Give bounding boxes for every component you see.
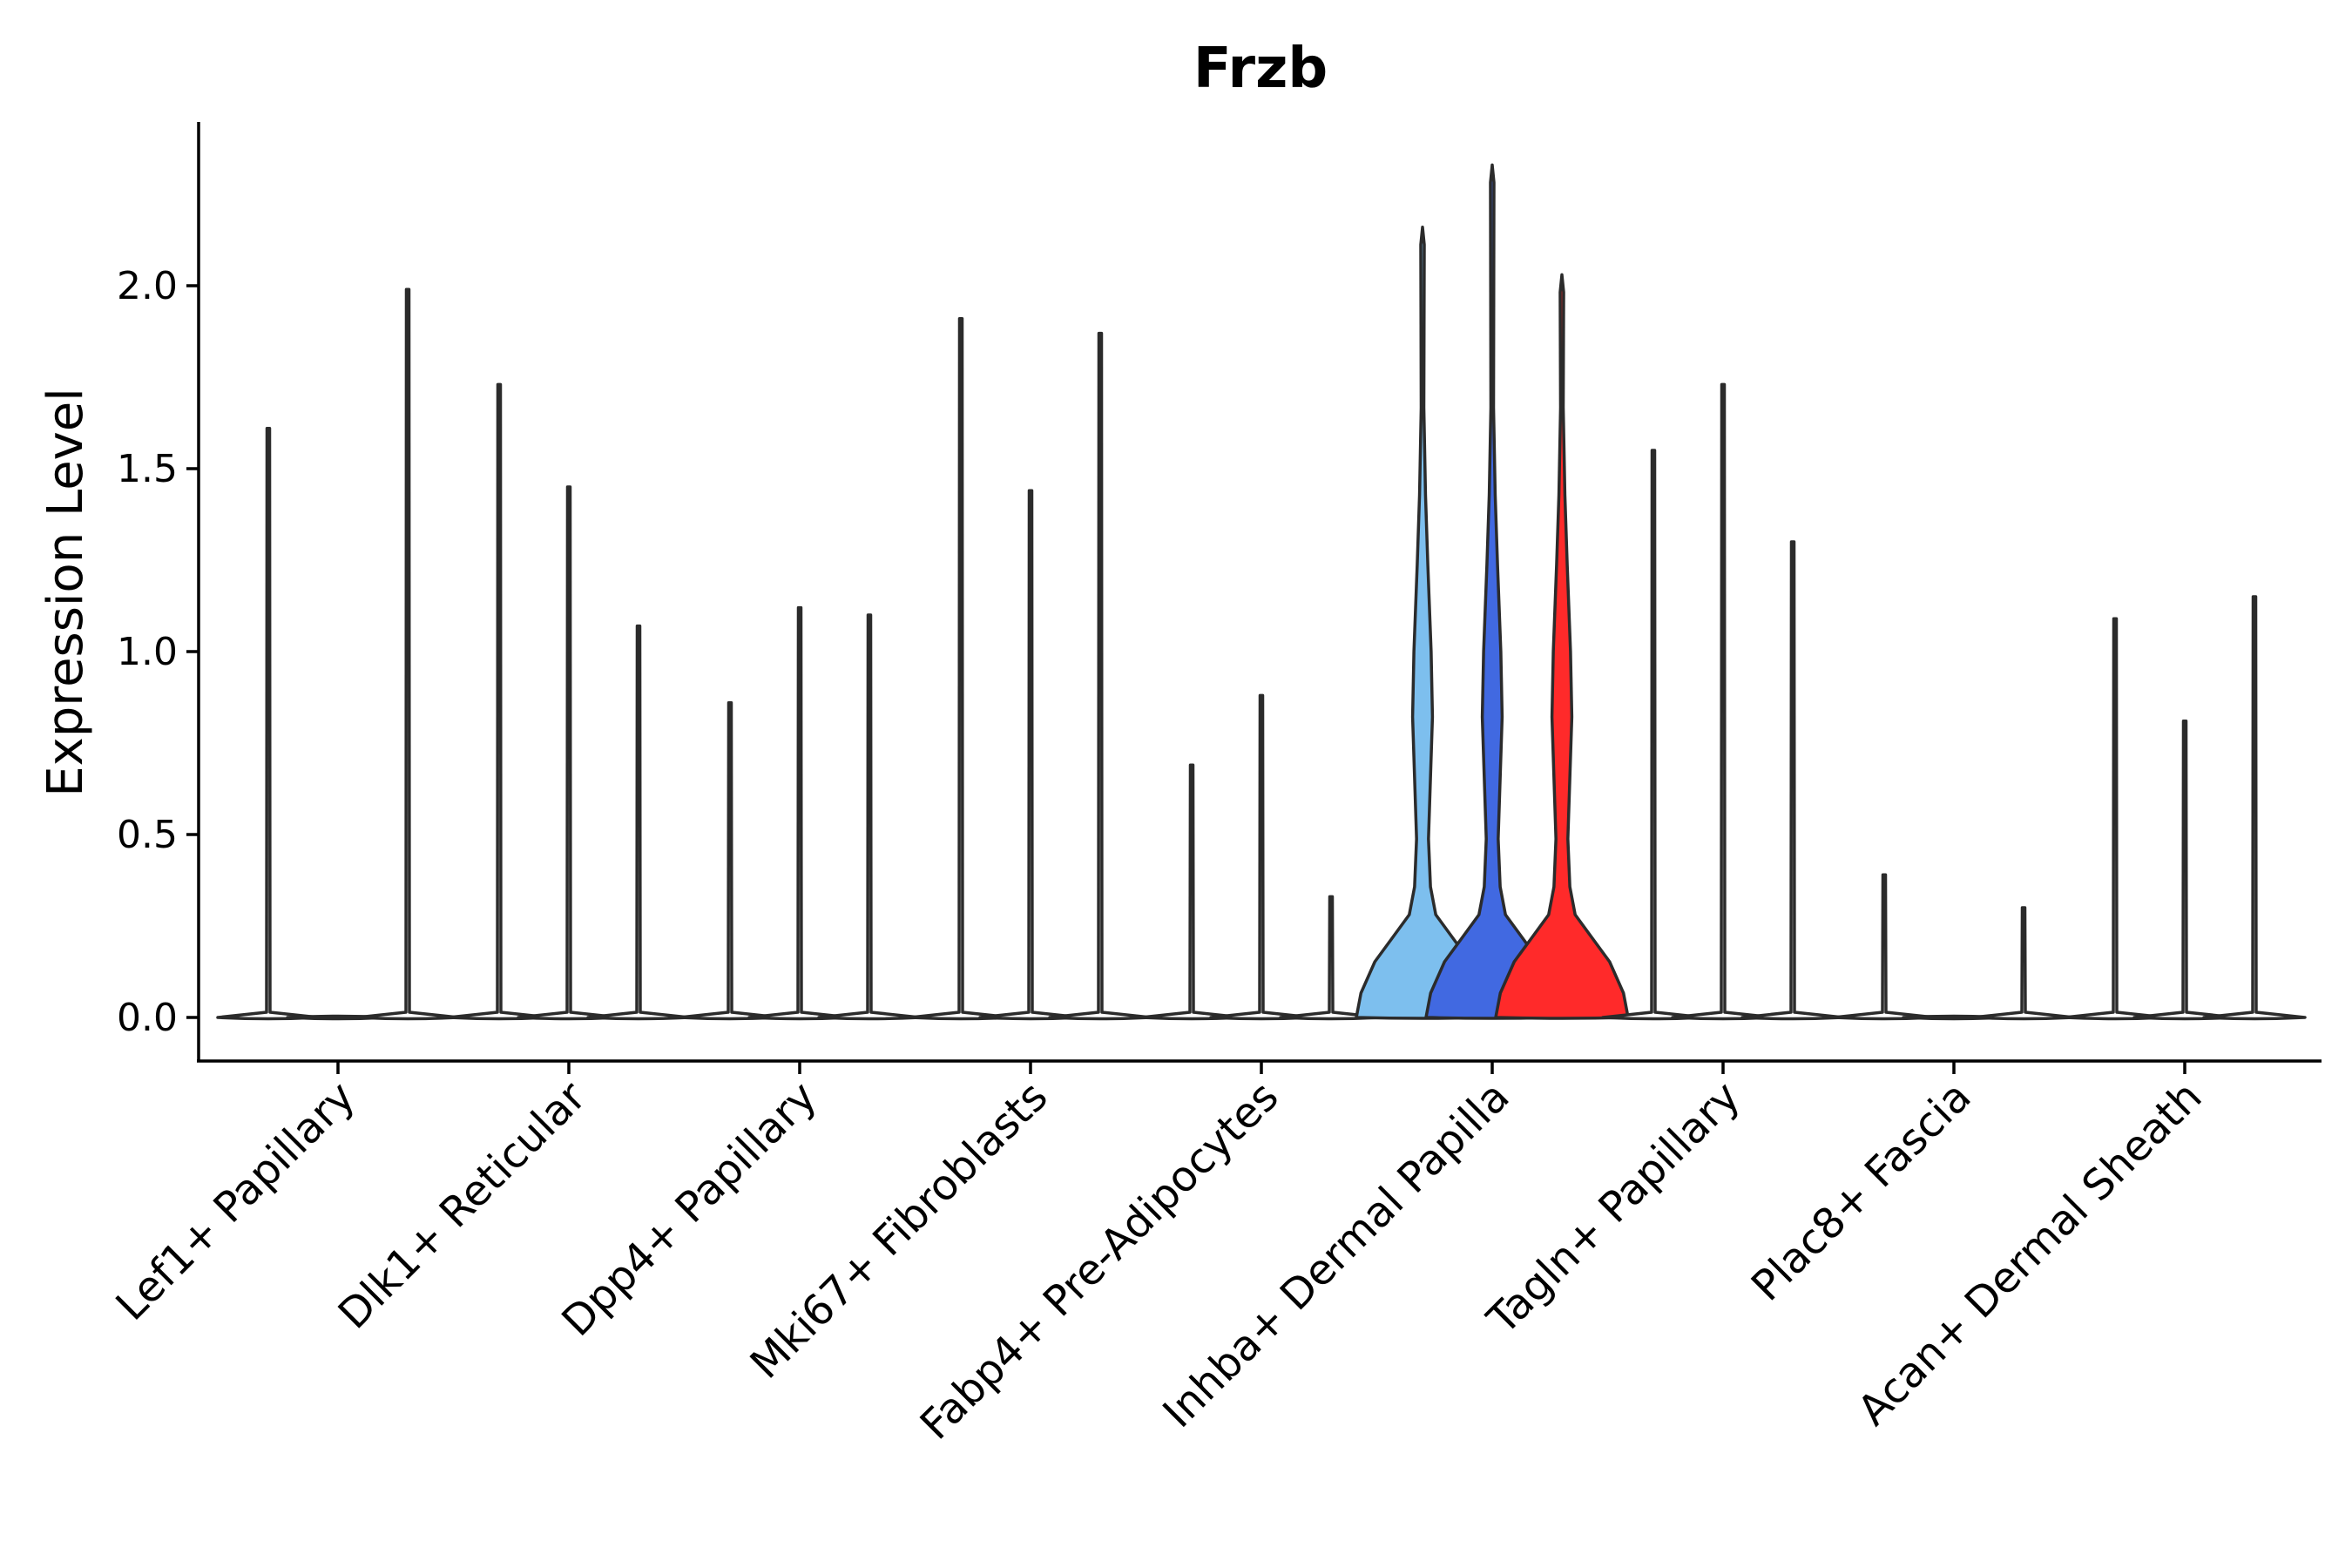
y-tick-label: 2.0 — [117, 264, 178, 308]
y-tick-label: 0.5 — [117, 813, 178, 857]
violin-2-cat-2 — [517, 485, 621, 1021]
y-tick-label: 1.5 — [117, 447, 178, 491]
violin-1-cat-2 — [447, 382, 551, 1021]
violin-3-cat-2 — [586, 624, 691, 1021]
violin-1-cat-8 — [1832, 873, 1936, 1021]
y-ticks: 0.0 0.5 1.0 1.5 2.0 — [117, 264, 199, 1040]
violin-1-cat-9 — [2063, 617, 2167, 1021]
violin-2-cat-4 — [978, 489, 1083, 1021]
violin-1-cat-1 — [216, 427, 321, 1021]
violin-3-cat-6 — [1494, 273, 1630, 1020]
violin-2-cat-5 — [1209, 693, 1314, 1021]
violin-1-cat-6 — [1355, 226, 1490, 1020]
y-axis-label: Expression Level — [37, 388, 94, 797]
x-tick-label: Dlk1+ Reticular — [329, 1072, 596, 1339]
x-tick-label: Plac8+ Fascia — [1742, 1072, 1981, 1311]
violin-3-cat-3 — [817, 613, 922, 1021]
x-tick-label: Tagln+ Papillary — [1477, 1072, 1749, 1344]
violin-3-cat-1 — [355, 287, 460, 1021]
violin-2-cat-7 — [1671, 382, 1775, 1021]
violin-3-cat-4 — [1048, 331, 1152, 1021]
violin-1-cat-7 — [1601, 449, 1706, 1021]
y-tick-label: 0.0 — [117, 996, 178, 1040]
chart-title: Frzb — [1193, 37, 1328, 101]
violin-2-cat-6 — [1424, 163, 1560, 1020]
y-tick-label: 1.0 — [117, 630, 178, 674]
violin-3-cat-9 — [2202, 595, 2307, 1021]
violin-3-cat-8 — [1971, 906, 2076, 1021]
violin-3-cat-7 — [1740, 540, 1845, 1021]
violins-layer — [216, 163, 2307, 1021]
x-tick-label: Lef1+ Papillary — [107, 1072, 365, 1330]
violin-1-cat-3 — [678, 701, 782, 1021]
violin-1-cat-4 — [909, 317, 1013, 1021]
violin-2-cat-9 — [2132, 720, 2237, 1021]
violin-2-cat-3 — [747, 605, 852, 1021]
violin-1-cat-5 — [1139, 763, 1244, 1021]
violin-3-cat-5 — [1279, 895, 1383, 1021]
x-tick-label: Dpp4+ Papillary — [552, 1072, 826, 1346]
